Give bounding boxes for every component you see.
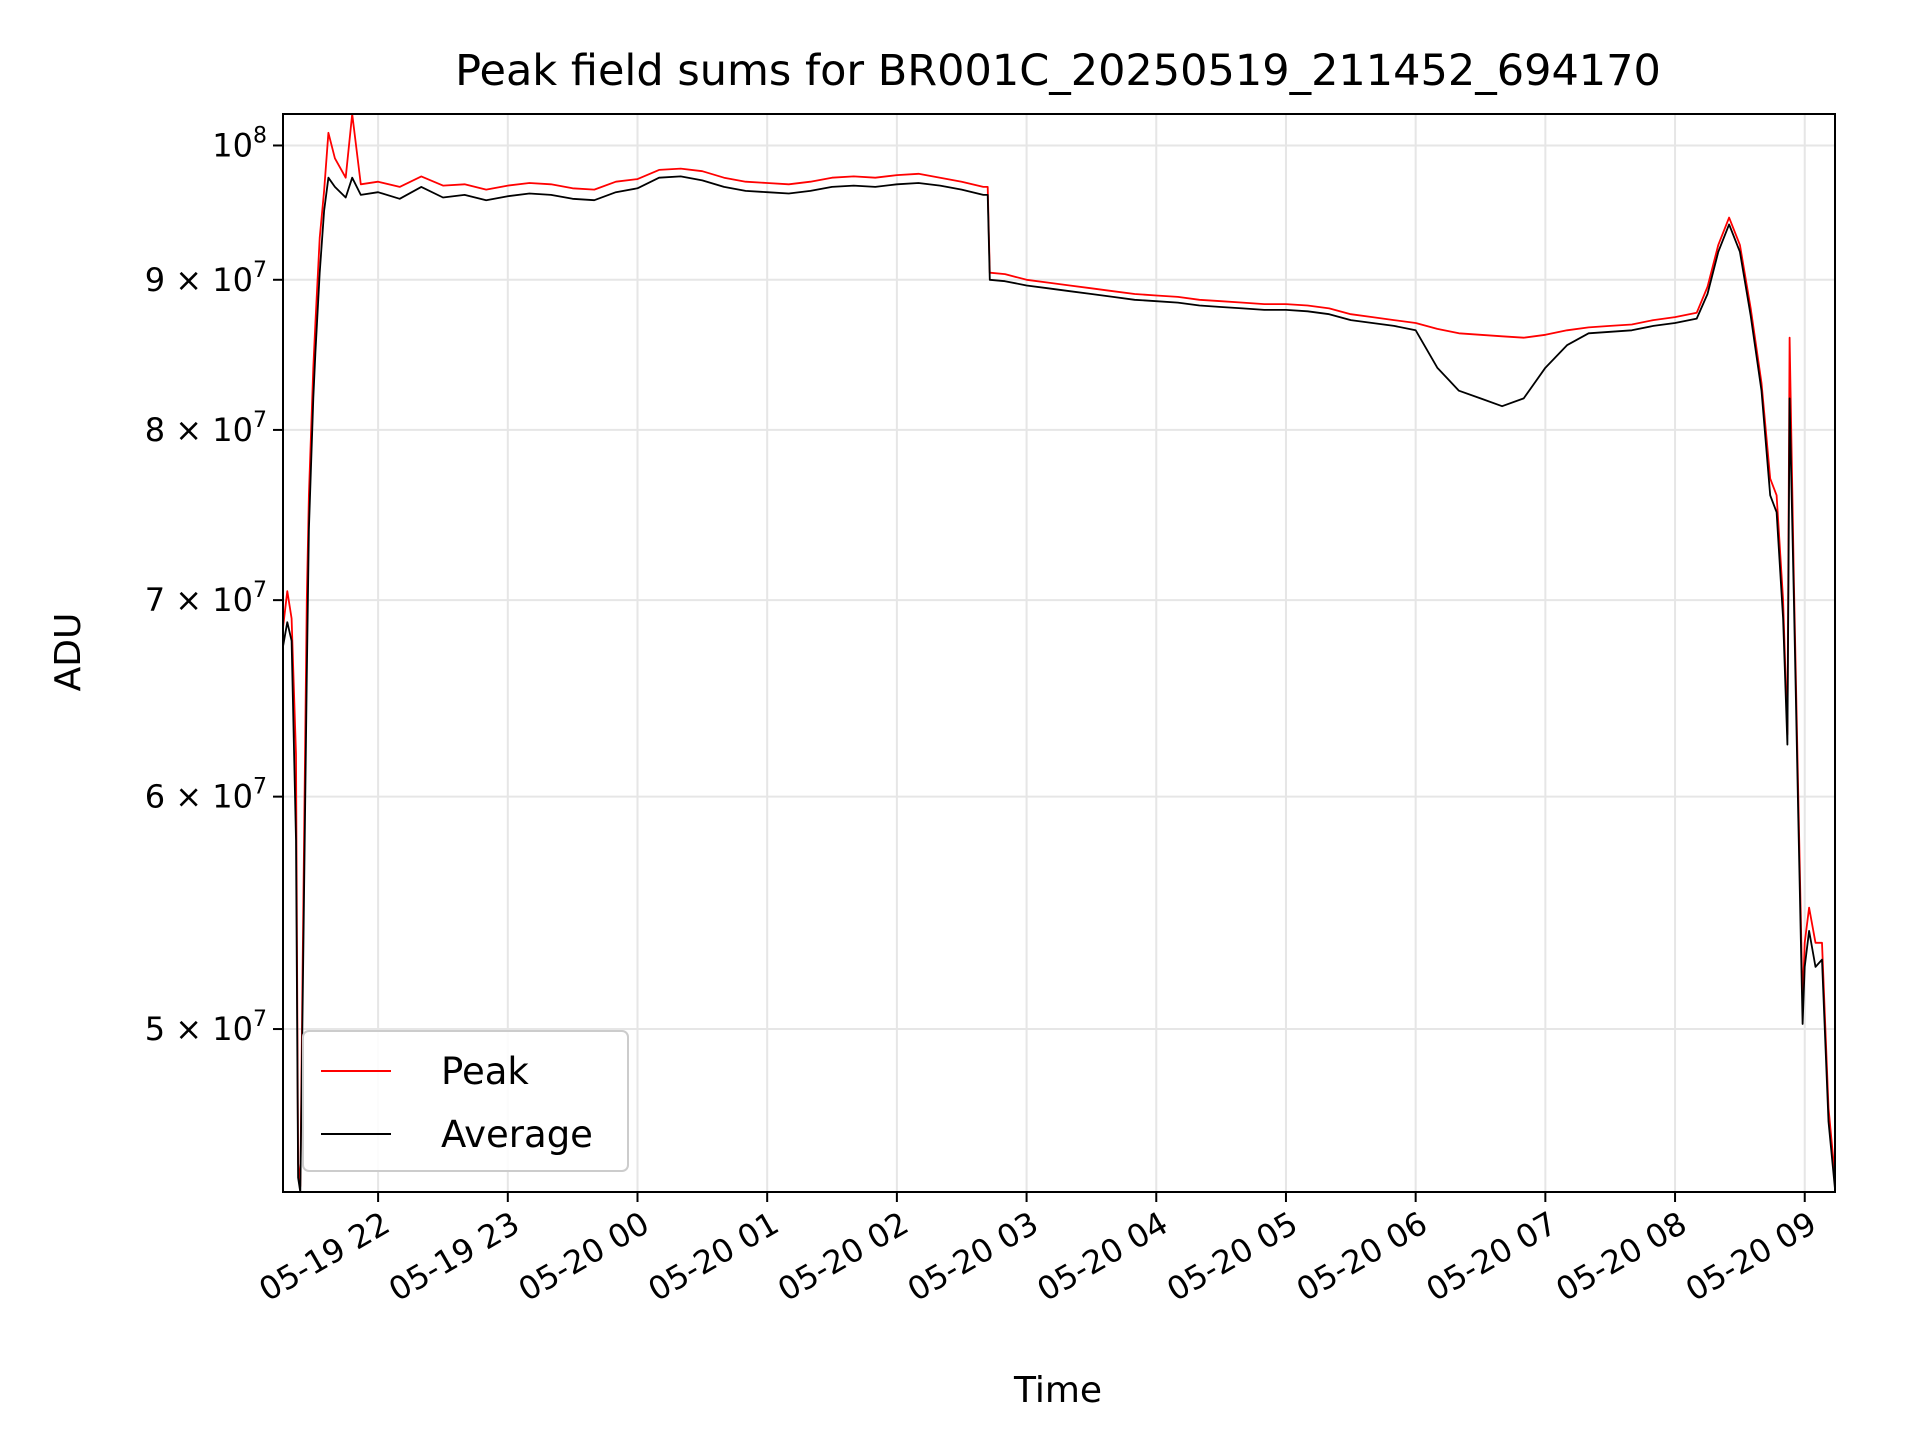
y-tick-label: 6 × 107 xyxy=(145,775,267,816)
plot-frame xyxy=(282,113,1836,1193)
x-tick-label: 05-20 09 xyxy=(1679,1204,1823,1309)
plot-area xyxy=(283,114,1835,1192)
x-tick-label: 05-19 23 xyxy=(382,1204,526,1309)
x-tick-label: 05-20 03 xyxy=(901,1204,1045,1309)
legend-label-average: Average xyxy=(441,1113,593,1156)
legend-box xyxy=(302,1030,629,1172)
x-tick-label: 05-20 06 xyxy=(1290,1204,1434,1309)
y-tick-label: 9 × 107 xyxy=(145,258,267,299)
x-tick-label: 05-20 00 xyxy=(512,1204,656,1309)
x-axis-title: Time xyxy=(1013,1370,1102,1411)
x-tick-label: 05-20 02 xyxy=(771,1204,915,1309)
x-tick-label: 05-20 07 xyxy=(1420,1204,1564,1309)
y-tick-label: 5 × 107 xyxy=(145,1007,267,1048)
series-peak-line xyxy=(283,114,1835,1188)
y-axis: 5 × 107 6 × 107 7 × 107 8 × 107 9 × 107 108 xyxy=(145,123,283,1048)
legend-label-peak: Peak xyxy=(441,1050,529,1093)
x-tick-label: 05-19 22 xyxy=(253,1204,397,1309)
y-tick-label: 108 xyxy=(212,123,267,164)
x-tick-label: 05-20 04 xyxy=(1031,1204,1175,1309)
y-tick-label: 8 × 107 xyxy=(145,408,267,449)
y-tick-label: 7 × 107 xyxy=(145,578,267,619)
series-average-line xyxy=(283,175,1835,1192)
grid xyxy=(283,114,1835,1192)
x-tick-label: 05-20 01 xyxy=(642,1204,786,1309)
x-tick-label: 05-20 08 xyxy=(1549,1204,1693,1309)
legend: Peak Average xyxy=(302,1030,629,1172)
x-tick-label: 05-20 05 xyxy=(1160,1204,1304,1309)
y-axis-title: ADU xyxy=(48,613,89,692)
chart-title: Peak field sums for BR001C_20250519_2114… xyxy=(455,46,1661,96)
